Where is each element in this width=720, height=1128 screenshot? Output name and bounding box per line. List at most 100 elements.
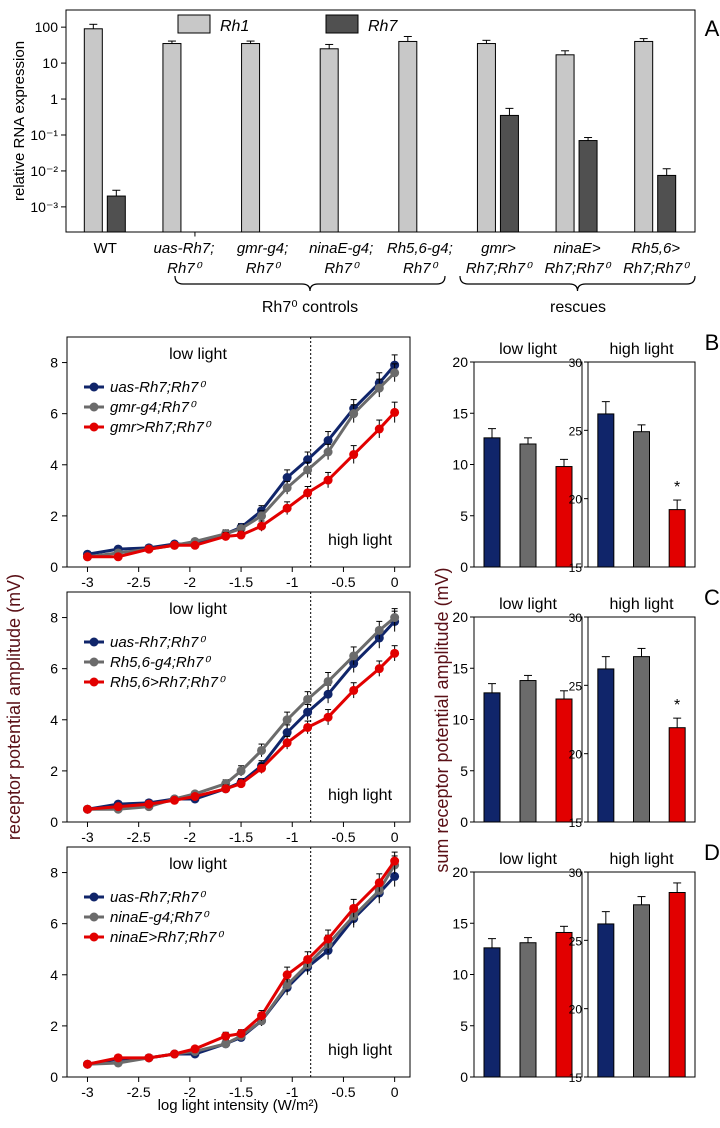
y-tick-label: 20 <box>452 864 468 880</box>
y-tick-label: 15 <box>452 405 468 421</box>
bar-rh7 <box>499 114 519 233</box>
legend-label: gmr>Rh7;Rh7⁰ <box>110 419 212 436</box>
y-tick-label: 20 <box>569 1003 583 1017</box>
data-point <box>390 871 400 881</box>
bar <box>483 692 501 823</box>
data-point <box>257 511 267 521</box>
legend-marker <box>89 422 99 432</box>
panel-b-bars: low light 0 5 10 15 20 high light 15 20 25 30 * B <box>452 330 719 575</box>
legend-label-rh1: Rh1 <box>220 18 249 35</box>
bar-rh7 <box>657 174 677 233</box>
data-point <box>282 970 292 980</box>
low-light-label: low light <box>169 601 227 618</box>
bar <box>519 443 537 568</box>
data-point <box>390 648 400 658</box>
bar-rh1 <box>319 48 339 233</box>
category-label: Rh7;Rh7⁰ <box>466 260 533 277</box>
data-point <box>221 1031 231 1041</box>
x-tick-label: -3 <box>81 1084 94 1100</box>
y-tick-label: 0 <box>50 1069 58 1085</box>
data-point <box>282 483 292 493</box>
y-tick-label: 15 <box>569 816 583 830</box>
data-point <box>390 613 400 623</box>
high-light-label: high light <box>328 532 393 549</box>
y-tick-label: 15 <box>452 915 468 931</box>
legend-label: Rh5,6-g4;Rh7⁰ <box>110 654 211 671</box>
y-tick-label: 5 <box>460 508 468 524</box>
group-label-rescues: rescues <box>550 299 606 316</box>
y-tick-label: 8 <box>50 610 58 626</box>
data-point <box>236 766 246 776</box>
low-light-label: low light <box>169 856 227 873</box>
data-point <box>170 540 180 550</box>
legend-label: ninaE-g4;Rh7⁰ <box>110 909 210 926</box>
x-tick-label: -0.5 <box>331 829 355 845</box>
y-axis-label-a: relative RNA expression <box>11 41 28 201</box>
data-point <box>349 409 359 419</box>
panel-letter-a: A <box>705 16 720 41</box>
data-point <box>303 707 313 717</box>
bar-panel-title: high light <box>609 851 674 868</box>
bar <box>555 466 573 568</box>
panel-c-lines: 0 2 4 6 8 -3 -2.5 -2 -1.5 -1 -0.5 0 low light high li… <box>50 591 411 845</box>
legend-marker <box>89 402 99 412</box>
bar <box>597 668 615 823</box>
legend-marker <box>89 657 99 667</box>
bar-rh1 <box>634 40 654 233</box>
data-point <box>303 722 313 732</box>
high-light-label: high light <box>328 1042 393 1059</box>
panel-d-lines: 0 2 4 6 8 -3 -2.5 -2 -1.5 -1 -0.5 0 low light high li… <box>50 846 411 1100</box>
bar <box>483 437 501 568</box>
category-label: Rh5,6> <box>631 240 680 257</box>
data-point <box>282 715 292 725</box>
data-point <box>190 1044 200 1054</box>
y-tick-label: 0 <box>50 814 58 830</box>
y-tick-label-a: 100 <box>35 19 59 35</box>
y-axis-label-amplitude: receptor potential amplitude (mV) <box>4 574 24 840</box>
data-point <box>374 383 384 393</box>
y-tick-label-a: 1 <box>50 91 58 107</box>
y-tick-label-a: 10 <box>42 55 58 71</box>
bar-rh7 <box>106 195 126 233</box>
bar <box>597 413 615 568</box>
bar <box>519 942 537 1078</box>
group-label-controls: Rh7⁰ controls <box>262 299 358 316</box>
y-tick-label: 4 <box>50 712 58 728</box>
data-point <box>170 795 180 805</box>
legend-label: gmr-g4;Rh7⁰ <box>110 399 197 416</box>
data-point <box>323 475 333 485</box>
bar-rh1 <box>241 43 261 233</box>
y-tick-label: 25 <box>569 679 583 693</box>
x-tick-label: -2.5 <box>127 1084 151 1100</box>
legend-marker <box>89 382 99 392</box>
legend-marker <box>89 892 99 902</box>
data-point <box>390 856 400 866</box>
panel-a-frame <box>65 9 696 233</box>
data-point <box>374 664 384 674</box>
x-tick-label: 0 <box>391 1084 399 1100</box>
data-point <box>323 689 333 699</box>
brace-rescues <box>459 275 696 292</box>
y-tick-label: 10 <box>452 712 468 728</box>
data-point <box>282 738 292 748</box>
y-tick-label: 0 <box>460 1069 468 1085</box>
y-tick-label: 0 <box>50 559 58 575</box>
x-tick-label: -0.5 <box>331 1084 355 1100</box>
data-point <box>257 745 267 755</box>
legend-label: uas-Rh7;Rh7⁰ <box>110 634 206 651</box>
data-point <box>236 779 246 789</box>
data-point <box>323 934 333 944</box>
panel-c-bars: low light 0 5 10 15 20 high light 15 20 25 30 * C <box>452 585 720 830</box>
x-tick-label: -0.5 <box>331 574 355 590</box>
y-tick-label: 25 <box>569 424 583 438</box>
y-tick-label: 6 <box>50 406 58 422</box>
category-label: gmr-g4; <box>237 240 288 257</box>
line-panel-frame <box>66 846 411 1078</box>
data-point <box>323 712 333 722</box>
bar-panel-title: low light <box>499 851 557 868</box>
y-tick-label: 30 <box>569 356 583 370</box>
x-tick-label: -2.5 <box>127 574 151 590</box>
data-point <box>236 1029 246 1039</box>
